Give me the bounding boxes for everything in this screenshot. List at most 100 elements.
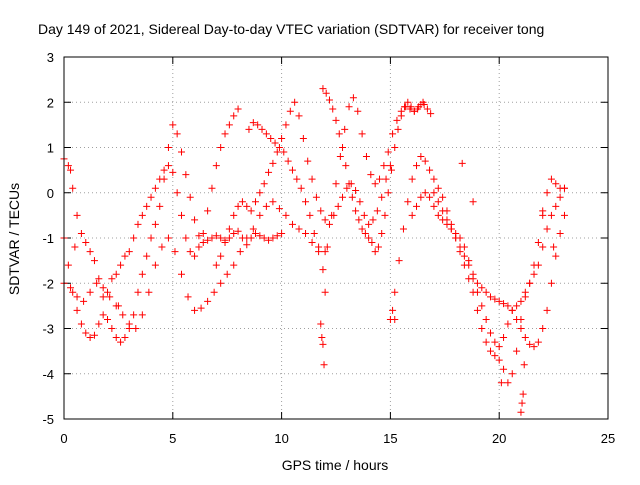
data-point	[358, 130, 366, 138]
data-point	[271, 139, 279, 147]
data-point	[556, 193, 564, 201]
data-point	[421, 157, 429, 165]
data-point	[374, 243, 382, 251]
data-point	[147, 193, 155, 201]
data-point	[460, 252, 468, 260]
data-point	[151, 184, 159, 192]
data-point	[552, 252, 560, 260]
data-point	[221, 130, 229, 138]
x-tick-labels: 0 5 10 15 20 25	[60, 431, 615, 446]
data-point	[427, 110, 435, 118]
data-point	[395, 257, 403, 265]
data-point	[147, 234, 155, 242]
grid-layer	[64, 57, 608, 419]
data-point	[138, 311, 146, 319]
data-point	[173, 130, 181, 138]
data-point	[306, 211, 314, 219]
data-point	[119, 311, 127, 319]
data-point	[423, 105, 431, 113]
data-point	[365, 234, 373, 242]
data-point	[199, 239, 207, 247]
data-point	[349, 94, 357, 102]
data-point	[378, 229, 386, 237]
data-point	[323, 243, 331, 251]
data-point	[320, 361, 328, 369]
data-point	[417, 153, 425, 161]
data-point	[426, 193, 434, 201]
data-point	[256, 189, 264, 197]
data-point	[447, 225, 455, 233]
data-point	[243, 234, 251, 242]
data-point	[473, 306, 481, 314]
data-point	[517, 297, 525, 305]
data-point	[325, 96, 333, 104]
data-point	[391, 288, 399, 296]
data-point	[384, 148, 392, 156]
data-point	[401, 103, 409, 111]
chart-title: Day 149 of 2021, Sidereal Day-to-day VTE…	[38, 21, 544, 37]
data-point	[478, 284, 486, 292]
data-point	[325, 220, 333, 228]
data-point	[251, 198, 259, 206]
data-point	[273, 232, 281, 240]
data-point	[473, 279, 481, 287]
data-point	[414, 105, 422, 113]
data-point	[376, 175, 384, 183]
data-point	[99, 284, 107, 292]
data-point	[249, 119, 257, 127]
data-point	[526, 340, 534, 348]
data-point	[208, 184, 216, 192]
data-point	[71, 243, 79, 251]
data-point	[121, 252, 129, 260]
data-point	[319, 85, 327, 93]
data-point	[221, 239, 229, 247]
data-point	[134, 288, 142, 296]
data-point	[151, 261, 159, 269]
data-point	[288, 166, 296, 174]
data-point	[217, 144, 225, 151]
data-point	[191, 306, 199, 314]
data-point	[513, 347, 521, 355]
data-point	[500, 300, 508, 308]
data-point	[251, 229, 259, 237]
data-point	[225, 225, 233, 233]
data-point	[473, 288, 481, 296]
data-point	[278, 229, 286, 237]
data-point	[234, 202, 242, 210]
data-point	[82, 239, 90, 247]
data-point	[378, 193, 386, 201]
data-point	[208, 234, 216, 242]
data-point	[256, 211, 264, 219]
data-point	[104, 288, 112, 296]
data-point	[195, 243, 203, 251]
y-axis-label: SDTVAR / TECUs	[6, 183, 22, 295]
data-point	[482, 315, 490, 323]
data-point	[82, 329, 90, 337]
data-point	[521, 288, 529, 296]
data-point	[345, 180, 353, 188]
data-point	[543, 306, 551, 314]
data-point	[491, 295, 499, 303]
data-point	[491, 352, 499, 360]
series-layer	[60, 85, 568, 416]
data-point	[526, 279, 534, 287]
data-point	[212, 232, 220, 240]
series-track-5	[245, 94, 427, 274]
data-point	[275, 144, 283, 151]
data-point	[547, 211, 555, 219]
plot-frame	[63, 56, 609, 420]
data-point	[112, 270, 120, 278]
data-point	[552, 202, 560, 210]
series-outliers	[67, 159, 558, 416]
data-point	[420, 101, 428, 109]
data-point	[278, 134, 286, 142]
data-point	[539, 243, 547, 251]
data-point	[322, 89, 330, 97]
data-point	[212, 162, 220, 170]
series-track-9	[430, 175, 568, 351]
data-point	[491, 338, 499, 346]
data-point	[547, 279, 555, 287]
data-point	[530, 261, 538, 269]
data-point	[108, 275, 116, 283]
